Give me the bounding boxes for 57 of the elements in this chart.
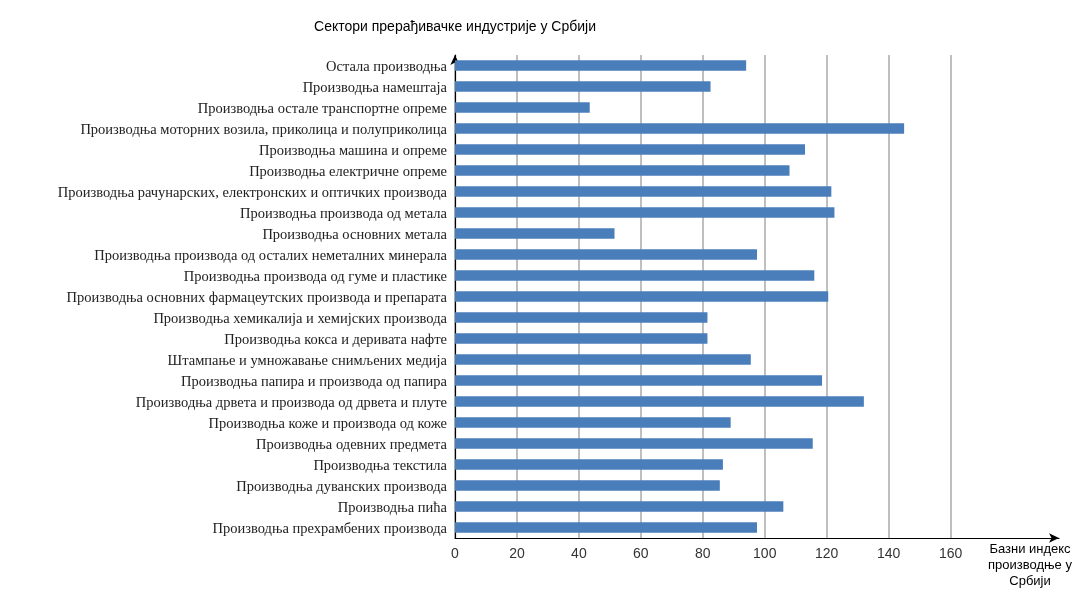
- y-tick-label: Производња хемикалија и хемијских производа: [153, 309, 448, 326]
- x-tick-label: 20: [509, 545, 525, 561]
- x-tick-label: 140: [876, 545, 901, 561]
- y-tick-label: Производња папира и производа од папира: [181, 372, 448, 389]
- x-tick-label: 120: [815, 545, 839, 561]
- bar: [455, 459, 723, 470]
- bar: [455, 228, 615, 239]
- y-axis-title: Сектори прерађивачке индустрије у Србији: [314, 18, 596, 34]
- y-tick-label: Производња текстила: [313, 456, 448, 473]
- bar: [455, 480, 720, 491]
- y-tick-label: Штампање и умножавање снимљених медија: [167, 351, 448, 368]
- bar: [455, 60, 747, 71]
- bar: [455, 81, 711, 92]
- bar: [455, 333, 708, 344]
- bar: [455, 522, 757, 533]
- y-tick-label: Производња прехрамбених производа: [212, 519, 448, 536]
- y-tick-label: Производња дуванских производа: [236, 477, 448, 494]
- x-tick-label: 40: [571, 545, 587, 561]
- x-tick-label: 160: [938, 545, 963, 561]
- x-tick-label: 100: [753, 545, 777, 561]
- bar: [455, 438, 813, 449]
- y-tick-label: Производња моторних возила, приколица и полуприколица: [80, 120, 448, 137]
- y-tick-label: Производња дрвета и производа од дрвета и плуте: [135, 393, 447, 410]
- bar: [455, 354, 751, 365]
- y-tick-label: Производња кокса и деривата нафте: [224, 330, 447, 347]
- y-tick-label: Производња рачунарских, електронских и оптичких производа: [57, 183, 448, 200]
- x-tick-label: 80: [695, 545, 711, 561]
- bar: [455, 123, 905, 134]
- y-tick-label: Производња одевних предмета: [255, 435, 448, 452]
- y-tick-label: Производња коже и производа од коже: [208, 414, 447, 431]
- bar: [455, 312, 708, 323]
- bar: [455, 396, 864, 407]
- bar: [455, 207, 835, 218]
- bar: [455, 102, 590, 113]
- bar: [455, 186, 832, 197]
- bar: [455, 165, 790, 176]
- y-tick-label: Производња производа од осталих неметалних минерала: [94, 246, 448, 263]
- bar: [455, 417, 731, 428]
- bar: [455, 249, 757, 260]
- x-tick-label: 60: [633, 545, 649, 561]
- y-tick-label: Производња основних фармацеутских производа и препарата: [66, 288, 448, 305]
- bar: [455, 144, 806, 155]
- y-tick-label: Производња остале транспортне опреме: [197, 99, 447, 116]
- bar: [455, 501, 784, 512]
- y-tick-label: Производња основних метала: [262, 225, 448, 242]
- y-tick-label: Производња производа од метала: [240, 204, 448, 221]
- y-tick-label: Производња електричне опреме: [249, 162, 447, 179]
- x-axis-title: Базни индекс производње у Србији: [988, 540, 1073, 588]
- y-tick-label: Производња производа од гуме и пластике: [183, 267, 447, 284]
- y-tick-label: Производња намештаја: [302, 78, 448, 95]
- x-tick-label: 0: [451, 545, 460, 561]
- bar: [455, 375, 823, 386]
- bar: [455, 270, 815, 281]
- y-tick-label: Производња машина и опреме: [259, 141, 447, 158]
- y-tick-label: Производња пића: [337, 498, 448, 515]
- bar: [455, 291, 829, 302]
- y-tick-label: Остала производња: [326, 57, 448, 74]
